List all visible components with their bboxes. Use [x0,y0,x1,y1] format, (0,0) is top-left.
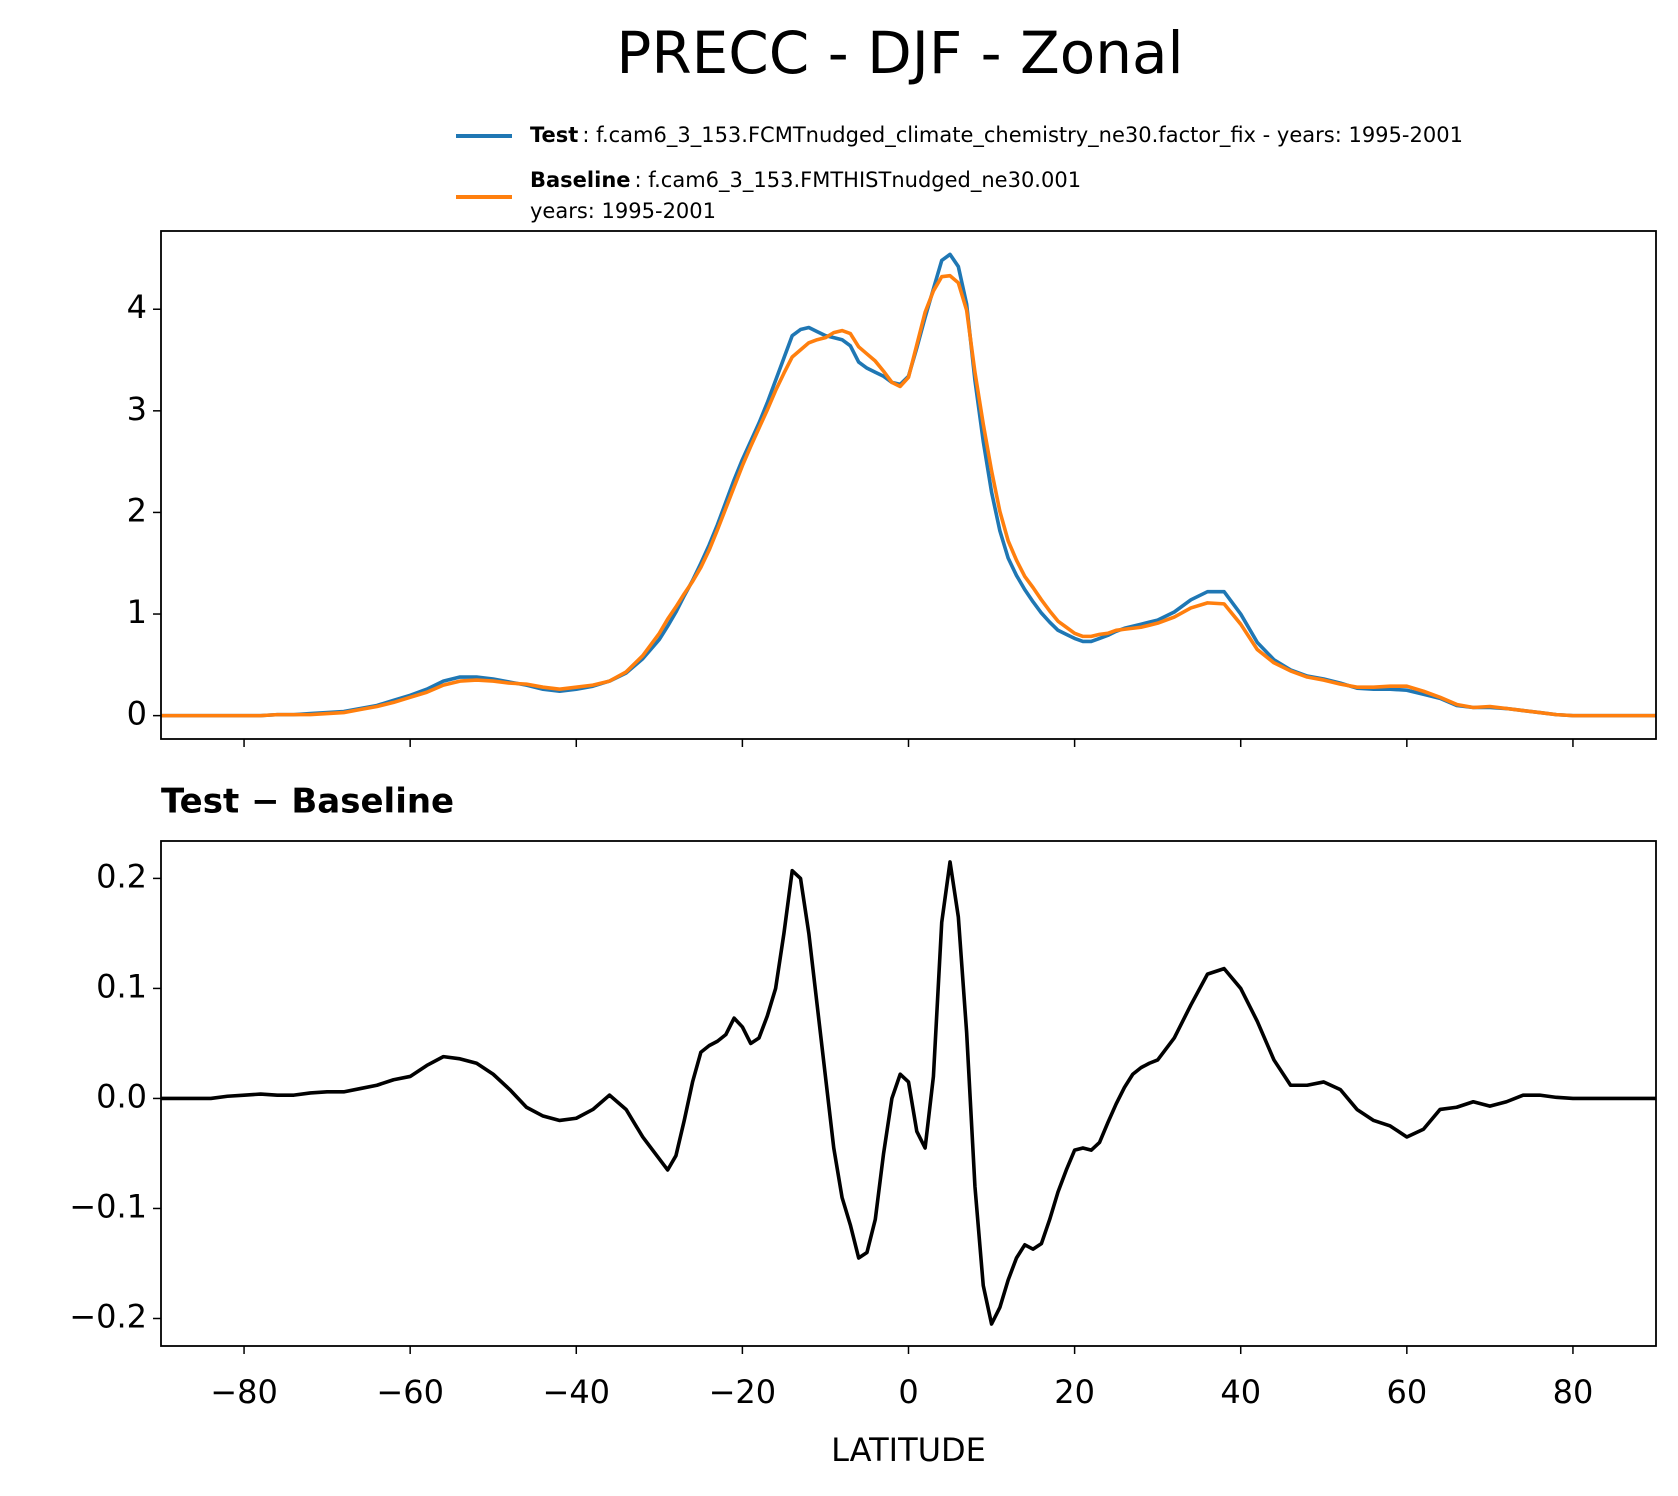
y-tick-label: −0.2 [69,1297,147,1335]
plot-frame [160,230,1657,740]
figure-title: PRECC - DJF - Zonal [616,19,1183,87]
y-tick-label: 0.2 [96,857,147,895]
legend-desc: : f.cam6_3_153.FCMTnudged_climate_chemis… [582,123,1463,148]
legend-name: Baseline [530,168,631,192]
legend-label: Test: f.cam6_3_153.FCMTnudged_climate_ch… [530,123,1463,148]
x-tick-label: 0 [898,1373,918,1411]
y-tick-label: 0.0 [96,1077,147,1115]
y-tick-label: 2 [127,491,147,529]
y-tick-label: 0 [127,695,147,733]
legend-name: Test [530,123,578,147]
subplot-title: Test − Baseline [161,782,454,822]
x-axis-label: LATITUDE [831,1431,986,1469]
x-tick-label: 80 [1553,1373,1594,1411]
data-line [161,252,1656,718]
y-tick-label: −0.1 [69,1187,147,1225]
y-tick-label: 3 [127,390,147,428]
x-tick-label: 40 [1220,1373,1261,1411]
x-tick-label: −20 [709,1373,777,1411]
legend-label: Baseline: f.cam6_3_153.FMTHISTnudged_ne3… [530,168,1081,193]
x-tick-label: 60 [1386,1373,1427,1411]
legend-desc: : f.cam6_3_153.FMTHISTnudged_ne30.001 [635,168,1082,193]
plot-frame [160,840,1657,1347]
x-tick-label: 20 [1054,1373,1095,1411]
y-tick-label: 1 [127,593,147,631]
x-tick-label: −80 [210,1373,278,1411]
data-line [161,860,1656,1326]
x-tick-label: −60 [376,1373,444,1411]
legend-label-line: years: 1995-2001 [530,199,716,223]
y-tick-label: 0.1 [96,967,147,1005]
data-line [161,273,1656,718]
y-tick-label: 4 [127,288,147,326]
x-tick-label: −40 [543,1373,611,1411]
